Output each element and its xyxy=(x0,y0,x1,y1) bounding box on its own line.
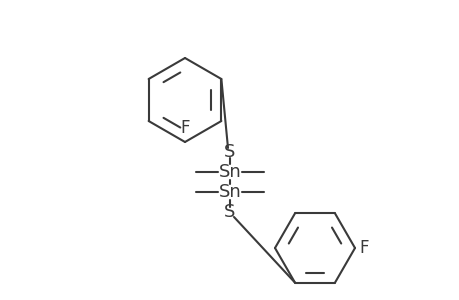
Text: S: S xyxy=(224,203,235,221)
Text: Sn: Sn xyxy=(218,183,241,201)
Text: F: F xyxy=(180,119,190,137)
Text: Sn: Sn xyxy=(218,163,241,181)
Text: S: S xyxy=(224,143,235,161)
Text: F: F xyxy=(358,239,368,257)
